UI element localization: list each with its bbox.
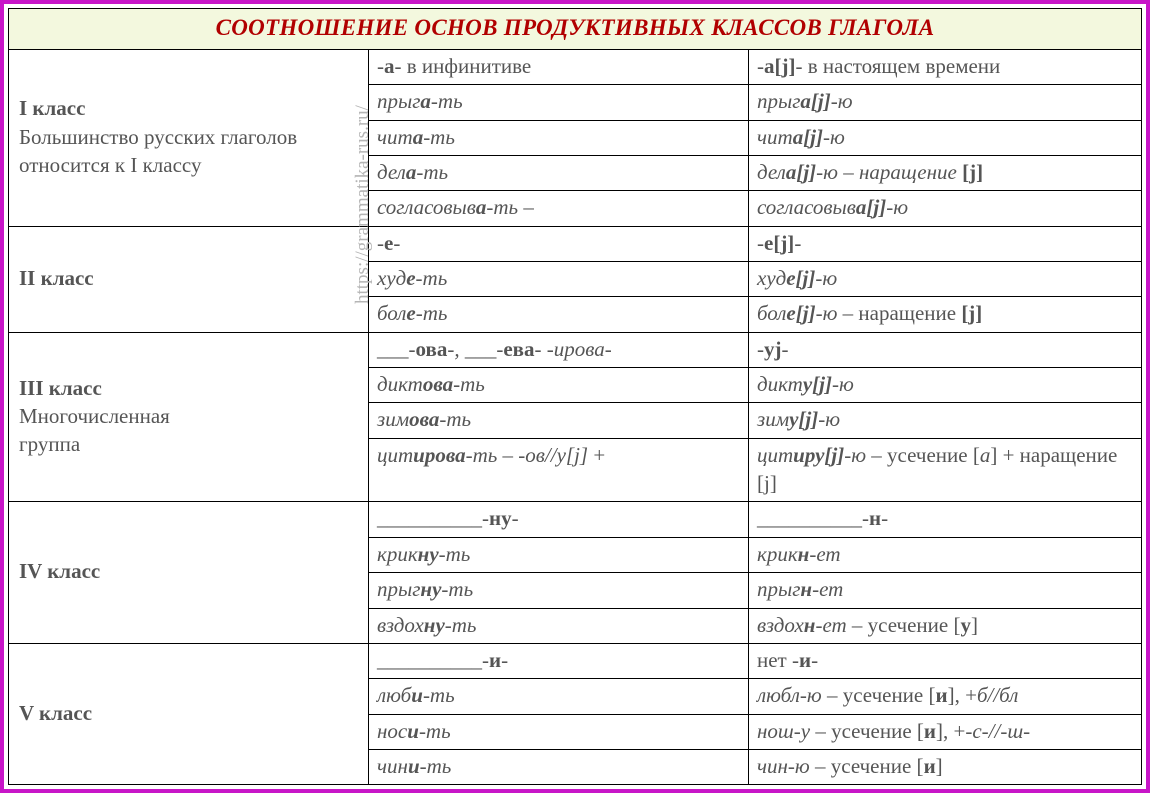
- table-row: IV класс__________-ну-__________-н-: [9, 502, 1142, 537]
- present-cell: худе[j]-ю: [749, 262, 1142, 297]
- present-cell: любл-ю – усечение [и], +б//бл: [749, 679, 1142, 714]
- table-container: СООТНОШЕНИЕ ОСНОВ ПРОДУКТИВНЫХ КЛАССОВ Г…: [0, 0, 1150, 793]
- table-row: II класс-е--е[j]-: [9, 226, 1142, 261]
- infinitive-cell: худе-ть: [369, 262, 749, 297]
- present-cell: прыга[j]-ю: [749, 85, 1142, 120]
- present-cell: дела[j]-ю – наращение [j]: [749, 156, 1142, 191]
- present-cell: нош-у – усечение [и], +-с-//-ш-: [749, 714, 1142, 749]
- class-label-cell: V класс: [9, 643, 369, 784]
- infinitive-cell: носи-ть: [369, 714, 749, 749]
- infinitive-cell: боле-ть: [369, 297, 749, 332]
- present-cell: дикту[j]-ю: [749, 368, 1142, 403]
- infinitive-cell: дела-ть: [369, 156, 749, 191]
- class-label-cell: IV класс: [9, 502, 369, 643]
- verb-class-table: I классБольшинство русских глаголов отно…: [8, 49, 1142, 785]
- infinitive-cell: -а- в инфинитиве: [369, 50, 749, 85]
- infinitive-cell: прыга-ть: [369, 85, 749, 120]
- infinitive-cell: чини-ть: [369, 749, 749, 784]
- present-cell: вздохн-ет – усечение [у]: [749, 608, 1142, 643]
- infinitive-cell: __________-ну-: [369, 502, 749, 537]
- table-title: СООТНОШЕНИЕ ОСНОВ ПРОДУКТИВНЫХ КЛАССОВ Г…: [8, 8, 1142, 49]
- class-label-cell: III классМногочисленнаягруппа: [9, 332, 369, 502]
- present-cell: цитиру[j]-ю – усечение [а] + наращение […: [749, 438, 1142, 502]
- present-cell: -а[j]- в настоящем времени: [749, 50, 1142, 85]
- present-cell: -уj-: [749, 332, 1142, 367]
- present-cell: зиму[j]-ю: [749, 403, 1142, 438]
- table-row: I классБольшинство русских глаголов отно…: [9, 50, 1142, 85]
- present-cell: крикн-ет: [749, 537, 1142, 572]
- present-cell: чита[j]-ю: [749, 120, 1142, 155]
- infinitive-cell: люби-ть: [369, 679, 749, 714]
- infinitive-cell: вздохну-ть: [369, 608, 749, 643]
- class-label-cell: II класс: [9, 226, 369, 332]
- present-cell: боле[j]-ю – наращение [j]: [749, 297, 1142, 332]
- present-cell: чин-ю – усечение [и]: [749, 749, 1142, 784]
- infinitive-cell: прыгну-ть: [369, 573, 749, 608]
- infinitive-cell: крикну-ть: [369, 537, 749, 572]
- present-cell: -е[j]-: [749, 226, 1142, 261]
- infinitive-cell: чита-ть: [369, 120, 749, 155]
- infinitive-cell: согласовыва-ть –: [369, 191, 749, 226]
- infinitive-cell: __________-и-: [369, 643, 749, 678]
- present-cell: нет -и-: [749, 643, 1142, 678]
- infinitive-cell: диктова-ть: [369, 368, 749, 403]
- infinitive-cell: цитирова-ть – -ов//у[j] +: [369, 438, 749, 502]
- present-cell: прыгн-ет: [749, 573, 1142, 608]
- infinitive-cell: -е-: [369, 226, 749, 261]
- table-row: V класс__________-и-нет -и-: [9, 643, 1142, 678]
- class-label-cell: I классБольшинство русских глаголов отно…: [9, 50, 369, 227]
- infinitive-cell: зимова-ть: [369, 403, 749, 438]
- present-cell: согласовыва[j]-ю: [749, 191, 1142, 226]
- table-row: III классМногочисленнаягруппа___-ова-, _…: [9, 332, 1142, 367]
- present-cell: __________-н-: [749, 502, 1142, 537]
- infinitive-cell: ___-ова-, ___-ева- -ирова-: [369, 332, 749, 367]
